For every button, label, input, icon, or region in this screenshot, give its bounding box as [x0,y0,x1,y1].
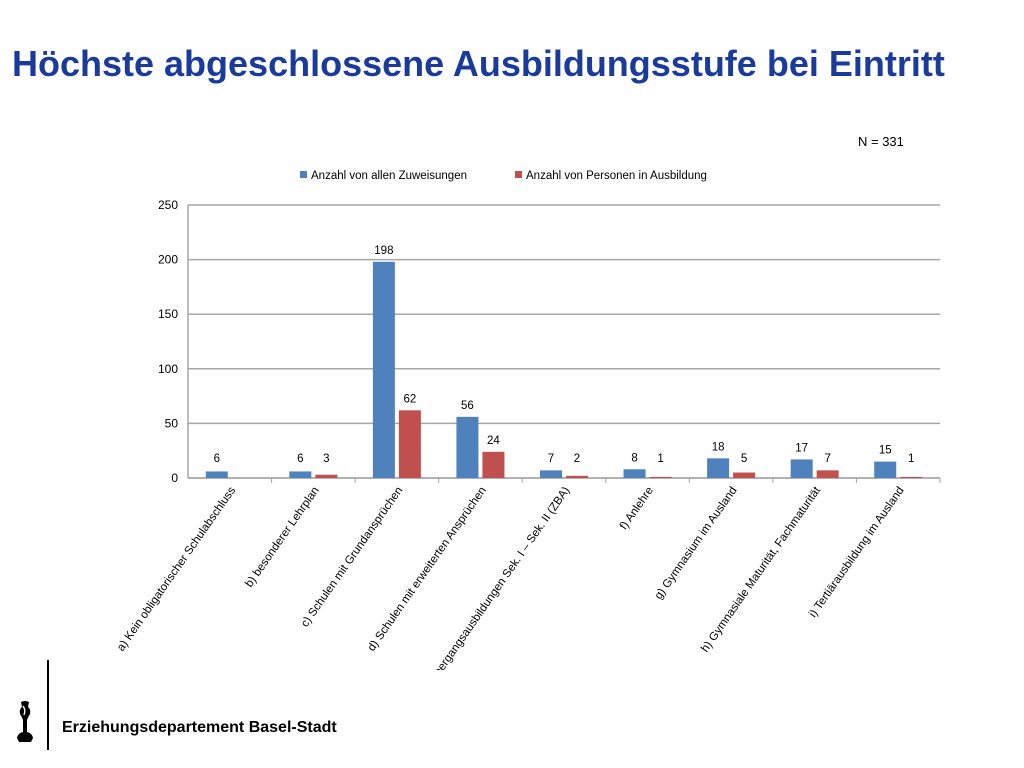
y-tick-label: 250 [158,198,178,212]
data-label: 6 [214,453,220,465]
bar-zuweisungen [790,459,813,478]
bar-zuweisungen [456,416,479,478]
data-label: 24 [487,435,500,447]
x-category-label: f) Anlehre [618,485,656,532]
data-label: 7 [548,453,554,465]
bars [205,261,923,478]
data-label: 15 [879,445,892,457]
data-label: 198 [374,245,393,257]
x-category-label: g) Gymnasium im Ausland [653,485,740,602]
bar-personen [649,476,672,478]
data-label: 3 [323,453,329,465]
basel-staff-icon [17,701,33,742]
bar-zuweisungen [289,471,312,478]
bar-zuweisungen [707,458,730,478]
legend-swatch [515,171,522,178]
data-label: 56 [461,400,474,412]
bar-personen [482,451,505,478]
x-category-label: i) Tertiärausbildung im Ausland [807,485,907,620]
axes: 0 50 100 150 200 250 a) Kein obligatorischer S… [115,198,941,670]
data-label: 7 [824,453,830,465]
legend-swatch [300,171,307,178]
data-label: 8 [631,452,637,464]
footer-divider [47,660,49,750]
y-tick-label: 50 [165,416,179,430]
data-label: 1 [657,453,663,465]
x-category-label: b) besonderer Lehrplan [243,485,321,590]
bar-zuweisungen [205,471,228,478]
bar-personen [398,410,421,478]
data-label: 17 [795,442,808,454]
data-label: 2 [574,453,580,465]
x-category-label: a) Kein obligatorischer Schulabschluss [115,485,238,654]
bar-zuweisungen [623,469,646,478]
y-tick-label: 0 [171,471,178,485]
gridlines [188,204,940,479]
data-label: 62 [403,393,416,405]
legend-label: Anzahl von allen Zuweisungen [311,170,467,182]
sample-size-note: N = 331 [858,134,904,149]
data-label: 6 [297,453,303,465]
bar-zuweisungen [874,461,897,478]
x-category-label: e) Übergangsausbildungen Sek. I – Sek. I… [420,485,573,670]
data-label: 18 [712,441,725,453]
y-tick-label: 150 [158,307,178,321]
x-category-label: c) Schulen mit Grundansprüchen [299,485,405,630]
data-labels: 6 6 3 198 62 56 24 7 2 8 1 18 5 17 7 15 1 [214,245,915,465]
bar-zuweisungen [540,470,562,478]
bar-personen [816,470,839,478]
data-label: 5 [741,453,747,465]
bar-zuweisungen [372,261,395,478]
footer-department: Erziehungsdepartement Basel-Stadt [62,719,337,736]
bar-personen [315,474,338,478]
bar-personen [733,472,756,478]
y-tick-label: 200 [158,253,178,267]
bar-chart: 0 50 100 150 200 250 a) Kein obligatorischer S… [115,170,941,670]
bar-personen [566,475,588,478]
data-label: 1 [908,453,914,465]
legend-label: Anzahl von Personen in Ausbildung [526,170,707,182]
y-tick-label: 100 [158,362,178,376]
bar-personen [900,476,923,478]
legend: Anzahl von allen Zuweisungen Anzahl von P… [300,170,707,182]
slide-title: Höchste abgeschlossene Ausbildungsstufe … [12,43,945,84]
